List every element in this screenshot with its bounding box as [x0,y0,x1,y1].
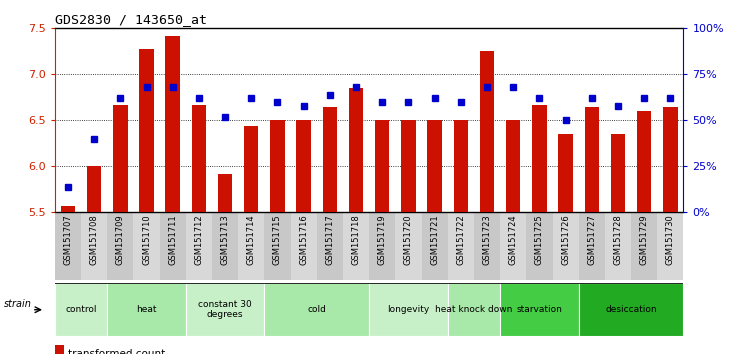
Bar [212,212,238,280]
Bar [447,212,474,280]
Bar [474,212,500,280]
Text: GSM151726: GSM151726 [561,215,570,265]
Bar [297,120,311,212]
Text: starvation: starvation [517,305,562,314]
Text: GSM151722: GSM151722 [456,215,466,265]
Bar [133,212,159,280]
Bar [395,212,422,280]
Bar [579,283,683,336]
Text: GSM151716: GSM151716 [299,215,308,265]
Text: GSM151723: GSM151723 [482,215,491,265]
Text: constant 30
degrees: constant 30 degrees [198,300,252,319]
Text: heat knock down: heat knock down [435,305,512,314]
Text: GSM151709: GSM151709 [115,215,125,265]
Bar [317,212,343,280]
Bar [322,107,337,212]
Text: GSM151719: GSM151719 [378,215,387,265]
Text: GDS2830 / 143650_at: GDS2830 / 143650_at [55,13,207,26]
Bar [375,120,390,212]
Bar [265,212,290,280]
Bar [480,51,494,212]
Text: GSM151707: GSM151707 [64,215,72,265]
Bar [81,212,107,280]
Bar [61,206,75,212]
Text: GSM151713: GSM151713 [221,215,230,265]
Bar [585,107,599,212]
Text: GSM151718: GSM151718 [352,215,360,265]
Bar [186,212,212,280]
Bar [192,105,206,212]
Bar [165,36,180,212]
Bar [454,120,468,212]
Bar [369,212,395,280]
Bar [663,107,678,212]
Bar [631,212,657,280]
Bar [140,48,154,212]
Text: GSM151720: GSM151720 [404,215,413,265]
Text: GSM151715: GSM151715 [273,215,282,265]
Text: control: control [65,305,96,314]
Text: GSM151710: GSM151710 [142,215,151,265]
Bar [605,212,631,280]
Text: GSM151721: GSM151721 [430,215,439,265]
Bar [55,212,81,280]
Bar [244,126,259,212]
Bar [532,105,547,212]
Bar [55,283,107,336]
Text: longevity: longevity [387,305,430,314]
Bar [238,212,265,280]
Bar [579,212,605,280]
Bar [113,105,127,212]
Bar [349,88,363,212]
Bar [637,111,651,212]
Bar [447,283,500,336]
Text: GSM151728: GSM151728 [613,215,623,265]
Bar [265,283,369,336]
Bar [107,283,186,336]
Text: GSM151708: GSM151708 [90,215,99,265]
Bar [506,120,520,212]
Text: transformed count: transformed count [68,349,165,354]
Text: strain: strain [4,299,32,309]
Bar [428,120,442,212]
Text: GSM151717: GSM151717 [325,215,334,265]
Bar [611,134,625,212]
Text: GSM151730: GSM151730 [666,215,675,265]
Text: GSM151727: GSM151727 [587,215,596,265]
Bar [107,212,133,280]
Text: GSM151711: GSM151711 [168,215,177,265]
Text: desiccation: desiccation [605,305,657,314]
Text: GSM151725: GSM151725 [535,215,544,265]
Bar [422,212,447,280]
Text: GSM151712: GSM151712 [194,215,203,265]
Bar [218,174,232,212]
Text: heat: heat [136,305,156,314]
Bar [500,212,526,280]
Bar [270,120,284,212]
Bar [558,134,573,212]
Bar [500,283,579,336]
Bar [526,212,553,280]
Bar [401,120,416,212]
Text: GSM151714: GSM151714 [247,215,256,265]
Bar [553,212,579,280]
Text: GSM151729: GSM151729 [640,215,648,265]
Bar [159,212,186,280]
Bar [290,212,317,280]
Bar [343,212,369,280]
Bar [186,283,265,336]
Bar [369,283,447,336]
Bar [87,166,102,212]
Text: GSM151724: GSM151724 [509,215,518,265]
Text: cold: cold [307,305,326,314]
Bar [657,212,683,280]
